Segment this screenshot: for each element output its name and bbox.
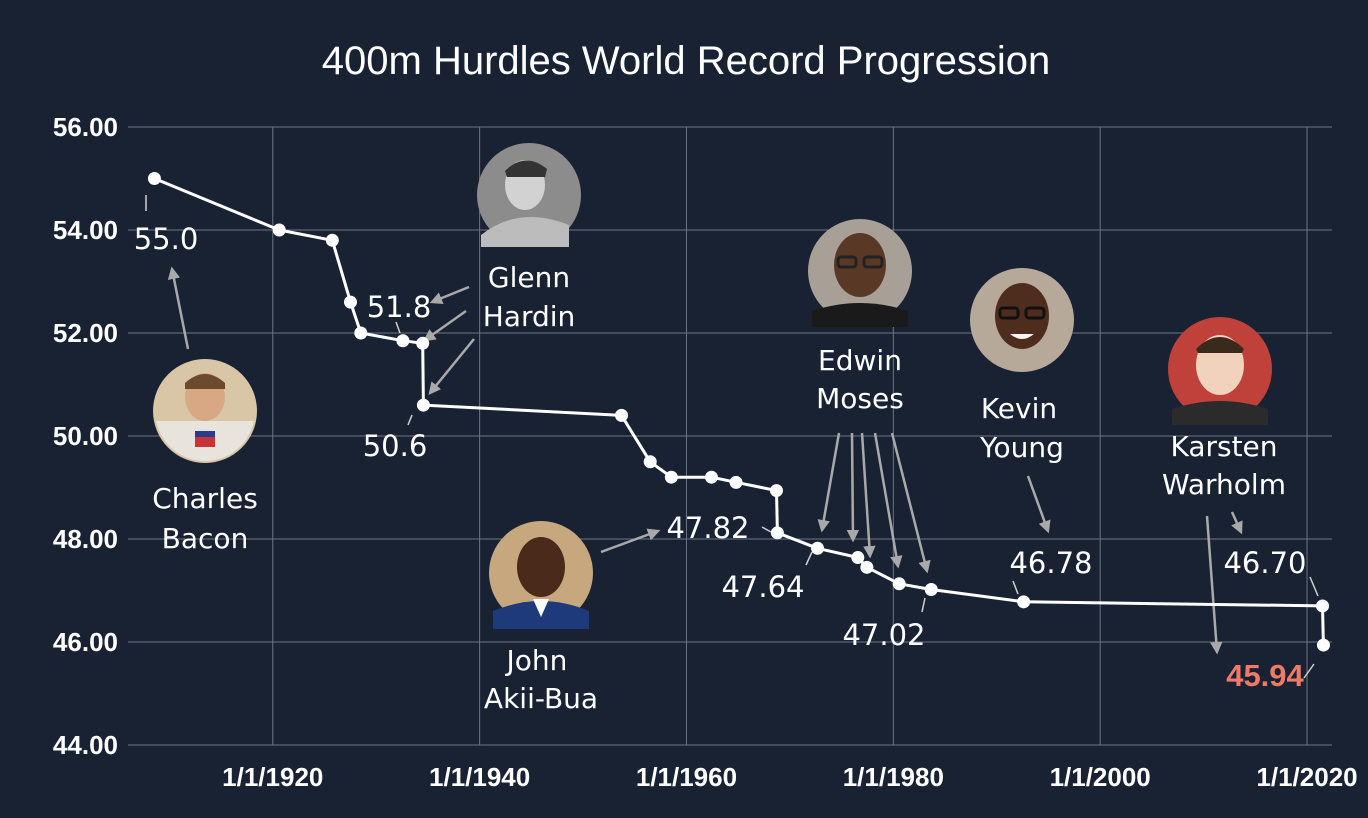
karsten-warholm-first: Karsten	[1170, 430, 1277, 463]
arrow-hardin-1	[429, 285, 470, 305]
label-51-8: 51.8	[367, 290, 432, 324]
data-point-7	[416, 398, 430, 412]
x-tick-label-5: 1/1/2020	[1256, 762, 1357, 792]
karsten-warholm-last: Warholm	[1162, 468, 1286, 501]
leader-51-8	[395, 321, 401, 334]
label-47-82: 47.82	[666, 511, 749, 545]
john-akii-bua-last: Akii-Bua	[484, 682, 598, 715]
edwin-moses-last: Moses	[816, 382, 904, 415]
glenn-hardin-first: Glenn	[488, 261, 570, 294]
arrow-hardin-3	[428, 338, 475, 395]
label-leaders	[145, 195, 1319, 679]
kevin-young-first: Kevin	[981, 392, 1057, 425]
leader-50-6	[407, 414, 413, 426]
data-point-10	[664, 470, 678, 484]
data-point-0	[147, 172, 161, 185]
value-labels: 55.0 51.8 50.6 47.82 47.64 47.02 46.78 4…	[134, 222, 1307, 693]
x-axis: 1/1/1920 1/1/1940 1/1/1960 1/1/1980 1/1/2000…	[222, 762, 1357, 792]
data-point-1	[272, 223, 286, 237]
glenn-hardin-last: Hardin	[483, 300, 576, 333]
y-tick-label-1: 54.00	[53, 215, 118, 245]
arrow-moses-3	[860, 432, 876, 559]
x-tick-label-4: 1/1/2000	[1050, 762, 1151, 792]
x-tick-label-0: 1/1/1920	[222, 762, 323, 792]
arrow-warholm-2	[1205, 515, 1223, 655]
leader-46-70	[1309, 576, 1319, 597]
record-points	[147, 172, 1330, 652]
annotation-arrows	[167, 266, 1243, 655]
arrow-moses-4	[873, 432, 903, 569]
data-point-15	[811, 541, 825, 555]
y-tick-label-2: 52.00	[53, 318, 118, 348]
edwin-moses-first: Edwin	[818, 344, 902, 377]
y-axis: 56.00 54.00 52.00 50.00 48.00 46.00 44.00	[53, 112, 118, 760]
arrow-akii-bua	[600, 528, 661, 554]
data-point-2	[325, 233, 339, 247]
arrow-moses-5	[890, 432, 931, 574]
john-akii-bua-photo	[489, 521, 593, 629]
charles-bacon-photo	[153, 359, 257, 463]
y-tick-label-0: 56.00	[53, 112, 118, 142]
y-tick-label-4: 48.00	[53, 524, 118, 554]
leader-47-02	[921, 597, 926, 613]
label-50-6: 50.6	[363, 429, 428, 463]
y-tick-label-3: 50.00	[53, 421, 118, 451]
edwin-moses-photo	[808, 219, 912, 327]
leader-45-94	[1303, 663, 1315, 679]
kevin-young-photo	[970, 268, 1074, 372]
chart-title: 400m Hurdles World Record Progression	[322, 39, 1050, 83]
arrow-moses-2	[846, 432, 860, 543]
arrow-hardin-2	[422, 309, 467, 342]
data-point-9	[643, 455, 657, 469]
charles-bacon-first: Charles	[152, 482, 258, 515]
y-tick-label-5: 46.00	[53, 627, 118, 657]
data-point-3	[343, 295, 357, 309]
label-47-02: 47.02	[842, 618, 925, 652]
data-point-21	[1316, 599, 1330, 613]
data-point-8	[615, 408, 629, 422]
label-46-70: 46.70	[1223, 546, 1306, 580]
label-47-64: 47.64	[721, 570, 804, 604]
label-46-78: 46.78	[1009, 546, 1092, 580]
data-point-12	[729, 475, 743, 489]
data-point-6	[416, 336, 430, 350]
arrow-warholm-1	[1230, 511, 1243, 535]
karsten-warholm-photo	[1168, 317, 1272, 425]
label-55-0: 55.0	[134, 222, 199, 256]
leader-47-64	[805, 551, 813, 566]
data-point-19	[924, 582, 938, 596]
data-point-20	[1017, 595, 1031, 609]
data-point-13	[769, 484, 783, 498]
athlete-labels: Charles Bacon Glenn Hardin John Akii-Bua…	[152, 261, 1286, 715]
data-point-5	[396, 334, 410, 348]
arrow-bacon	[167, 266, 190, 350]
data-point-16	[851, 551, 865, 565]
leader-46-78	[1012, 580, 1019, 595]
data-point-4	[354, 326, 368, 340]
label-45-94: 45.94	[1226, 658, 1304, 693]
data-point-17	[860, 560, 874, 574]
y-tick-label-6: 44.00	[53, 730, 118, 760]
john-akii-bua-first: John	[505, 644, 568, 677]
arrow-young	[1026, 475, 1051, 534]
data-point-22	[1316, 638, 1330, 652]
x-tick-label-2: 1/1/1960	[636, 762, 737, 792]
x-tick-label-1: 1/1/1940	[429, 762, 530, 792]
data-point-18	[892, 577, 906, 591]
leader-47-82	[761, 526, 772, 533]
data-point-14	[770, 526, 784, 540]
charles-bacon-last: Bacon	[162, 522, 249, 555]
glenn-hardin-photo	[477, 143, 581, 247]
arrow-moses-1	[817, 432, 841, 533]
data-point-11	[704, 470, 718, 484]
grid	[128, 126, 1332, 746]
kevin-young-last: Young	[979, 431, 1064, 464]
x-tick-label-3: 1/1/1980	[843, 762, 944, 792]
